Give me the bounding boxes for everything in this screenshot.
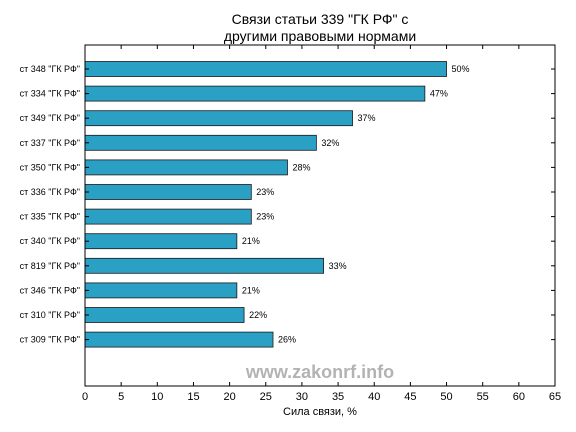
bar-3 <box>84 134 317 151</box>
category-label-4: ст 350 "ГК РФ" <box>20 162 80 172</box>
x-tick-label-10: 50 <box>440 391 452 403</box>
bar-1 <box>84 85 426 102</box>
category-label-0: ст 348 "ГК РФ" <box>20 64 80 74</box>
value-label-2: 37% <box>358 113 376 123</box>
bar-10 <box>84 307 245 323</box>
bars <box>84 61 447 348</box>
value-label-6: 23% <box>256 212 274 222</box>
category-label-10: ст 310 "ГК РФ" <box>20 310 80 320</box>
value-label-11: 26% <box>278 335 296 345</box>
x-tick-label-1: 5 <box>118 391 124 403</box>
x-tick-label-8: 40 <box>368 391 380 403</box>
category-label-9: ст 346 "ГК РФ" <box>20 285 80 295</box>
watermark-text: www.zakonrf.info <box>245 362 394 382</box>
chart-title-line-1: Связи статьи 339 "ГК РФ" с <box>232 11 409 27</box>
value-label-4: 28% <box>292 162 310 172</box>
value-labels: 50% 47% 37% 32% 28% 23% 23% 21% 33% 21% 22% 26% <box>242 64 470 345</box>
category-label-2: ст 349 "ГК РФ" <box>20 113 80 123</box>
x-tick-label-7: 35 <box>332 391 344 403</box>
bar-2 <box>84 110 353 127</box>
x-tick-label-4: 20 <box>223 391 235 403</box>
chart-title-line-2: другими правовыми нормами <box>224 28 416 44</box>
x-tick-label-2: 10 <box>151 391 163 403</box>
bar-9 <box>84 282 238 299</box>
x-axis-label: Сила связи, % <box>283 406 357 418</box>
value-label-8: 33% <box>329 261 347 271</box>
value-label-5: 23% <box>256 187 274 197</box>
category-label-7: ст 340 "ГК РФ" <box>20 236 80 246</box>
category-label-8: ст 819 "ГК РФ" <box>20 261 80 271</box>
x-tick-label-6: 30 <box>296 391 308 403</box>
value-label-9: 21% <box>242 285 260 295</box>
category-label-11: ст 309 "ГК РФ" <box>20 335 80 345</box>
value-label-3: 32% <box>321 138 339 148</box>
x-tick-label-12: 60 <box>513 391 525 403</box>
value-label-0: 50% <box>452 64 470 74</box>
x-tick-label-3: 15 <box>187 391 199 403</box>
bar-6 <box>84 208 252 225</box>
bar-11 <box>84 331 274 348</box>
x-tick-label-13: 65 <box>549 391 561 403</box>
bar-7 <box>84 233 238 250</box>
category-label-5: ст 336 "ГК РФ" <box>20 187 80 197</box>
bar-0 <box>84 61 447 77</box>
value-label-1: 47% <box>430 89 448 99</box>
bar-4 <box>84 159 288 176</box>
x-axis-ticks: 0 5 10 15 20 25 30 35 40 45 50 55 60 65 <box>82 45 561 403</box>
category-label-3: ст 337 "ГК РФ" <box>20 138 80 148</box>
chart-title: Связи статьи 339 "ГК РФ" с другими право… <box>224 11 416 44</box>
x-tick-label-9: 45 <box>404 391 416 403</box>
category-label-6: ст 335 "ГК РФ" <box>20 212 80 222</box>
category-labels: ст 348 "ГК РФ" ст 334 "ГК РФ" ст 349 "ГК Р… <box>20 64 80 345</box>
bar-8 <box>84 257 325 274</box>
value-label-7: 21% <box>242 236 260 246</box>
x-tick-label-11: 55 <box>477 391 489 403</box>
x-tick-label-0: 0 <box>82 391 88 403</box>
bar-5 <box>84 184 252 200</box>
category-label-1: ст 334 "ГК РФ" <box>20 89 80 99</box>
x-tick-label-5: 25 <box>260 391 272 403</box>
plot-frame <box>84 44 556 387</box>
value-label-10: 22% <box>249 310 267 320</box>
